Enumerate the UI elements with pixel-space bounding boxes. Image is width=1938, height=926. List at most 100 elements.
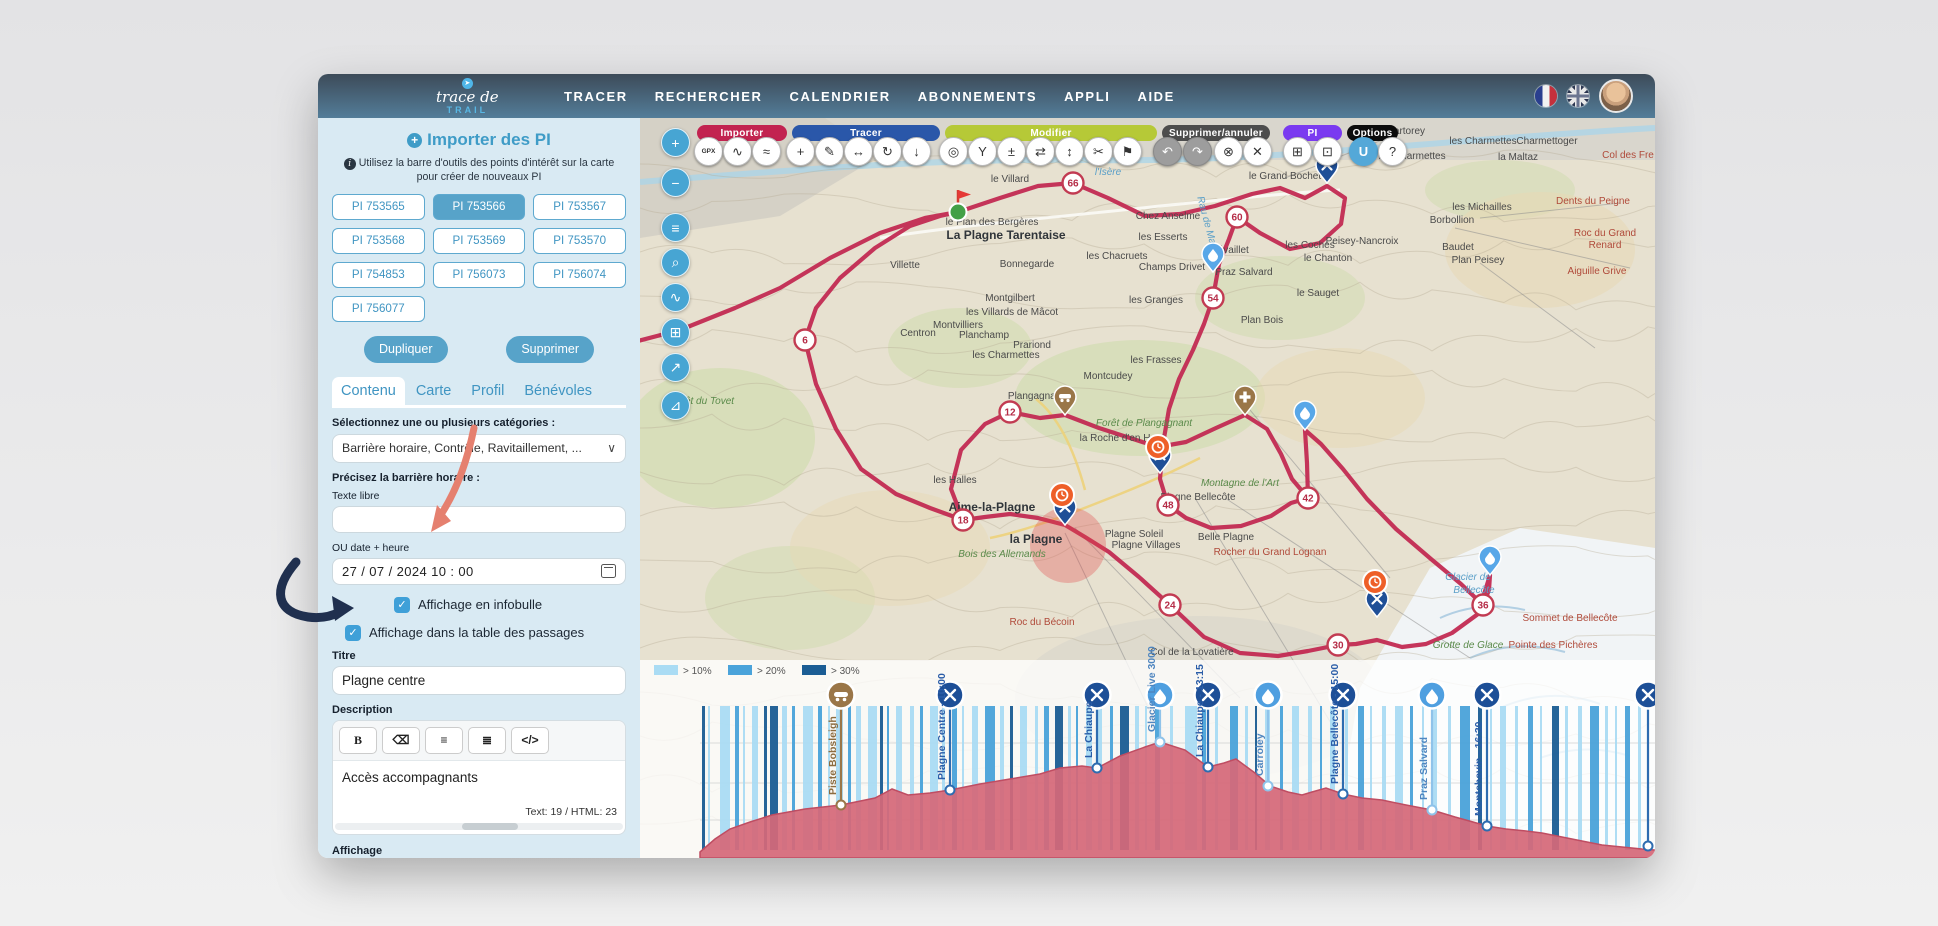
nav-item-abonnements[interactable]: ABONNEMENTS bbox=[917, 88, 1038, 104]
poi-clock[interactable] bbox=[1145, 434, 1171, 460]
profile-marker-glacier-live-3000[interactable]: Glacier Live 3000 bbox=[1145, 646, 1175, 748]
code-view-button[interactable]: </> bbox=[511, 726, 549, 754]
pi-button[interactable]: PI 753567 bbox=[533, 193, 626, 220]
gpx-file-icon[interactable]: GPX bbox=[694, 137, 723, 166]
new-route-icon[interactable]: + bbox=[786, 137, 815, 166]
profile-marker-piste-bobsleigh[interactable]: Piste Bobsleigh bbox=[826, 680, 856, 811]
poi-water[interactable] bbox=[1201, 242, 1225, 274]
plus-circle-icon[interactable]: + bbox=[407, 133, 423, 148]
poi-clock[interactable] bbox=[1362, 569, 1388, 595]
selected-poi-highlight bbox=[1030, 507, 1106, 583]
fullscreen-button[interactable]: ↗ bbox=[661, 353, 690, 382]
close-loop-icon[interactable]: ↻ bbox=[873, 137, 902, 166]
import-route-icon[interactable]: ∿ bbox=[723, 137, 752, 166]
move-point-icon[interactable]: ↕ bbox=[1055, 137, 1084, 166]
numbered-list-button[interactable]: ≣ bbox=[468, 726, 506, 754]
reverse-route-icon[interactable]: ⇄ bbox=[1026, 137, 1055, 166]
extend-route-icon[interactable]: ↔ bbox=[844, 137, 873, 166]
pi-button[interactable]: PI 753570 bbox=[533, 227, 626, 254]
category-select[interactable]: Barrière horaire, Contrôle, Ravitailleme… bbox=[332, 433, 626, 463]
zoom-in-button[interactable]: + bbox=[661, 128, 690, 157]
map-label: Montgilbert bbox=[985, 293, 1035, 304]
table-display-checkbox[interactable] bbox=[345, 624, 361, 641]
profile-marker-montchavin-16-30[interactable]: Montchavin - 16:30 bbox=[1472, 680, 1502, 832]
pi-button[interactable]: PI 754853 bbox=[332, 261, 425, 288]
description-textarea[interactable]: Accès accompagnants bbox=[342, 769, 478, 785]
undo-icon[interactable]: ↶ bbox=[1153, 137, 1182, 166]
select-poi-icon[interactable]: ⊡ bbox=[1313, 137, 1342, 166]
profile-marker-praz-salvard[interactable]: Praz Salvard bbox=[1417, 680, 1447, 816]
free-text-input[interactable] bbox=[332, 505, 626, 533]
app-logo[interactable]: ➤ trace de TRAIL bbox=[436, 76, 499, 115]
finish-flag-icon[interactable]: ⚑ bbox=[1113, 137, 1142, 166]
profile-marker-carroley[interactable]: Carroley bbox=[1253, 680, 1283, 792]
pi-button[interactable]: PI 753565 bbox=[332, 193, 425, 220]
delete-route-icon[interactable]: ✕ bbox=[1243, 137, 1272, 166]
search-button[interactable]: ⌕ bbox=[661, 248, 690, 277]
profile-marker[interactable] bbox=[1633, 680, 1656, 852]
nav-item-rechercher[interactable]: RECHERCHER bbox=[654, 88, 763, 104]
waypoints-button[interactable]: ⊞ bbox=[661, 318, 690, 347]
pi-button[interactable]: PI 756073 bbox=[432, 261, 526, 288]
date-time-input[interactable]: 27 / 07 / 2024 10 : 00 bbox=[332, 557, 626, 585]
draw-route-icon[interactable]: ✎ bbox=[815, 137, 844, 166]
routes-button[interactable]: ∿ bbox=[661, 283, 690, 312]
pi-button[interactable]: PI 756074 bbox=[533, 261, 626, 288]
bold-button[interactable]: B bbox=[339, 726, 377, 754]
duplicate-button[interactable]: Dupliquer bbox=[364, 335, 448, 363]
nav-item-tracer[interactable]: TRACER bbox=[564, 88, 628, 104]
title-input[interactable]: Plagne centre bbox=[332, 665, 626, 695]
eraser-button[interactable]: ⌫ bbox=[382, 726, 420, 754]
profile-marker-plagne-bellec-te-15-00[interactable]: Plagne Bellecôte - 15:00 bbox=[1328, 664, 1358, 800]
add-poi-icon[interactable]: ⊞ bbox=[1283, 137, 1312, 166]
french-flag-icon[interactable] bbox=[1535, 85, 1557, 107]
elevation-profile-button[interactable]: ⊿ bbox=[661, 391, 690, 420]
poi-water[interactable] bbox=[1478, 545, 1502, 577]
poi-start-flag[interactable] bbox=[948, 190, 972, 222]
zoom-out-button[interactable]: − bbox=[661, 168, 690, 197]
redo-icon[interactable]: ↷ bbox=[1183, 137, 1212, 166]
cut-route-icon[interactable]: ✂ bbox=[1084, 137, 1113, 166]
nav-item-appli[interactable]: APPLI bbox=[1064, 88, 1111, 104]
pi-button[interactable]: PI 753569 bbox=[432, 227, 526, 254]
magnet-snap-icon[interactable]: U bbox=[1349, 137, 1378, 166]
profile-marker-label: Plagne Centre - 10:00 bbox=[936, 673, 948, 780]
download-route-icon[interactable]: ↓ bbox=[902, 137, 931, 166]
help-icon[interactable]: ? bbox=[1378, 137, 1407, 166]
map-label: Montvilliers bbox=[933, 320, 983, 331]
poi-medic[interactable] bbox=[1233, 385, 1257, 417]
elevation-profile[interactable]: > 10% > 20% > 30% Piste Bobsleigh Plagne Cen… bbox=[640, 646, 1655, 858]
calendar-icon[interactable] bbox=[601, 564, 616, 579]
profile-marker-la-chiaupe[interactable]: La Chiaupe bbox=[1082, 680, 1112, 774]
nav-item-calendrier[interactable]: CALENDRIER bbox=[789, 88, 891, 104]
editor-scrollbar[interactable] bbox=[335, 822, 623, 830]
map-canvas[interactable]: le Martorey les Charmettes les Charmettes C… bbox=[625, 118, 1655, 858]
poi-water[interactable] bbox=[1293, 400, 1317, 432]
layers-button[interactable]: ≡ bbox=[661, 213, 690, 242]
bullet-list-button[interactable]: ≡ bbox=[425, 726, 463, 754]
user-avatar[interactable] bbox=[1599, 79, 1633, 113]
tab-profil[interactable]: Profil bbox=[471, 382, 505, 399]
delete-button[interactable]: Supprimer bbox=[506, 335, 594, 363]
tab-carte[interactable]: Carte bbox=[415, 382, 452, 399]
delete-point-icon[interactable]: ⊗ bbox=[1214, 137, 1243, 166]
profile-marker-la-chiaupe-13-15[interactable]: La Chiaupe - 13:15 bbox=[1193, 664, 1223, 773]
uk-flag-icon[interactable] bbox=[1567, 85, 1589, 107]
poi-sled[interactable] bbox=[1053, 385, 1077, 417]
tooltip-display-checkbox[interactable] bbox=[394, 596, 410, 613]
recalculate-route-icon[interactable]: ◎ bbox=[939, 137, 968, 166]
tab-contenu[interactable]: Contenu bbox=[332, 376, 405, 405]
tab-bénévoles[interactable]: Bénévoles bbox=[524, 382, 593, 399]
poi-clock[interactable] bbox=[1049, 482, 1075, 508]
import-track-icon[interactable]: ≈ bbox=[752, 137, 781, 166]
profile-marker-plagne-centre-10-00[interactable]: Plagne Centre - 10:00 bbox=[935, 673, 965, 796]
split-route-icon[interactable]: Y bbox=[968, 137, 997, 166]
pi-button[interactable]: PI 753568 bbox=[332, 227, 425, 254]
pi-button[interactable]: PI 753566 bbox=[432, 193, 526, 220]
nav-item-aide[interactable]: AIDE bbox=[1137, 88, 1175, 104]
pi-button[interactable]: PI 756077 bbox=[332, 295, 425, 322]
add-waypoint-icon[interactable]: ± bbox=[997, 137, 1026, 166]
title-label: Titre bbox=[332, 649, 356, 662]
